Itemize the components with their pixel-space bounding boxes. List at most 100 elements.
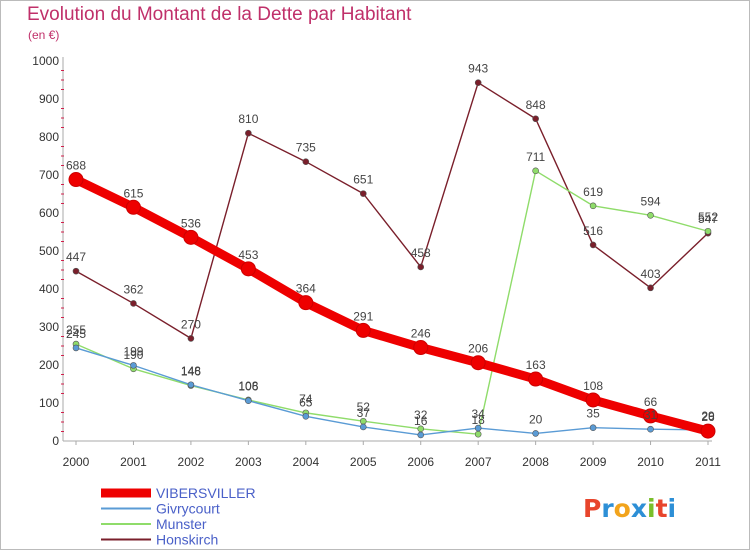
data-label: 74 (299, 392, 313, 406)
logo-letter: t (656, 494, 668, 523)
data-point (474, 79, 482, 86)
y-tick-label: 600 (39, 206, 59, 220)
data-point (245, 397, 252, 405)
data-label: 848 (526, 98, 546, 112)
data-label: 943 (468, 62, 488, 76)
data-label: 291 (353, 309, 373, 323)
x-tick-label: 2004 (292, 455, 319, 469)
data-point (470, 355, 486, 371)
x-tick-label: 2007 (465, 455, 492, 469)
data-label: 146 (181, 365, 201, 379)
data-label: 615 (123, 186, 143, 200)
data-point (532, 115, 539, 123)
data-label: 447 (66, 250, 86, 264)
data-point (413, 340, 429, 356)
data-point (589, 202, 597, 210)
x-tick-label: 2006 (407, 455, 434, 469)
y-tick-label: 200 (39, 358, 59, 372)
logo-letter: i (647, 494, 656, 523)
y-tick-label: 0 (52, 434, 59, 448)
data-label: 547 (698, 212, 718, 226)
series-line-honskirch (75, 81, 709, 340)
x-tick-label: 2003 (235, 455, 262, 469)
data-label: 31 (644, 408, 658, 422)
proxiti-logo: Proxiti (583, 494, 676, 523)
logo-letter: o (614, 494, 631, 523)
data-label: 32 (414, 408, 428, 422)
data-point (302, 412, 310, 420)
data-label: 458 (411, 246, 431, 260)
data-label: 37 (357, 406, 371, 420)
legend-label: Givrycourt (156, 501, 220, 517)
data-point (355, 322, 371, 338)
y-tick-label: 300 (39, 320, 59, 334)
data-label: 516 (583, 224, 603, 238)
data-label: 711 (526, 150, 545, 164)
data-point (532, 430, 539, 437)
data-label: 362 (123, 282, 143, 296)
chart-unit: (en €) (28, 28, 60, 42)
data-point (187, 335, 195, 342)
data-label: 106 (238, 380, 258, 394)
data-label: 163 (526, 358, 546, 372)
logo-letter: i (668, 494, 677, 523)
data-point (298, 295, 314, 311)
legend-label: VIBERSVILLER (156, 485, 256, 501)
data-label: 65 (299, 395, 313, 409)
data-point (417, 263, 425, 271)
data-point (245, 129, 252, 137)
y-tick-label: 100 (39, 396, 59, 410)
data-point (532, 167, 539, 175)
data-label: 403 (641, 267, 661, 281)
data-point (704, 227, 712, 235)
data-label: 108 (238, 379, 258, 393)
data-label: 108 (583, 379, 603, 393)
data-label: 66 (644, 395, 658, 409)
x-tick-label: 2010 (637, 455, 664, 469)
data-label: 26 (701, 410, 715, 424)
data-label: 18 (472, 413, 486, 427)
y-tick-label: 900 (39, 92, 59, 106)
data-point (183, 229, 199, 245)
data-label: 810 (238, 112, 258, 126)
data-point (647, 284, 654, 292)
data-point (130, 300, 137, 307)
data-point (474, 430, 482, 438)
data-label: 453 (238, 248, 258, 262)
data-point (474, 424, 482, 432)
data-point (72, 267, 80, 275)
data-label: 246 (411, 327, 431, 341)
x-tick-label: 2008 (522, 455, 549, 469)
data-point (647, 211, 654, 219)
data-point (589, 424, 597, 432)
x-tick-label: 2001 (120, 455, 147, 469)
data-label: 364 (296, 282, 316, 296)
value-labels: 688 615 536 453 364 291 246 206 163 108 66 26 245 199… (66, 62, 718, 428)
data-point (359, 423, 367, 431)
data-point (72, 344, 80, 352)
x-tick-label: 2005 (350, 455, 377, 469)
data-point (417, 431, 425, 439)
data-label: 29 (701, 409, 715, 423)
data-point (68, 172, 84, 188)
series-line-munster (75, 170, 709, 435)
x-tick-label: 2002 (178, 455, 205, 469)
data-point (130, 362, 137, 369)
logo-letter: P (583, 494, 601, 523)
data-label: 206 (468, 342, 488, 356)
data-point (647, 425, 654, 433)
data-point (125, 199, 141, 215)
y-tick-label: 700 (39, 168, 59, 182)
series-layer (68, 79, 716, 439)
y-tick-label: 1000 (32, 54, 59, 68)
data-label: 52 (357, 400, 371, 414)
data-label: 552 (698, 210, 718, 224)
axes: 0 100 200 300 400 500 600 700 800 900 1000 2000 2001… (32, 54, 721, 469)
data-label: 199 (123, 344, 143, 358)
series-line-givrycourt (75, 347, 709, 436)
chart-title: Evolution du Montant de la Dette par Hab… (27, 4, 412, 25)
data-label: 34 (472, 407, 486, 421)
data-label: 16 (414, 414, 428, 428)
